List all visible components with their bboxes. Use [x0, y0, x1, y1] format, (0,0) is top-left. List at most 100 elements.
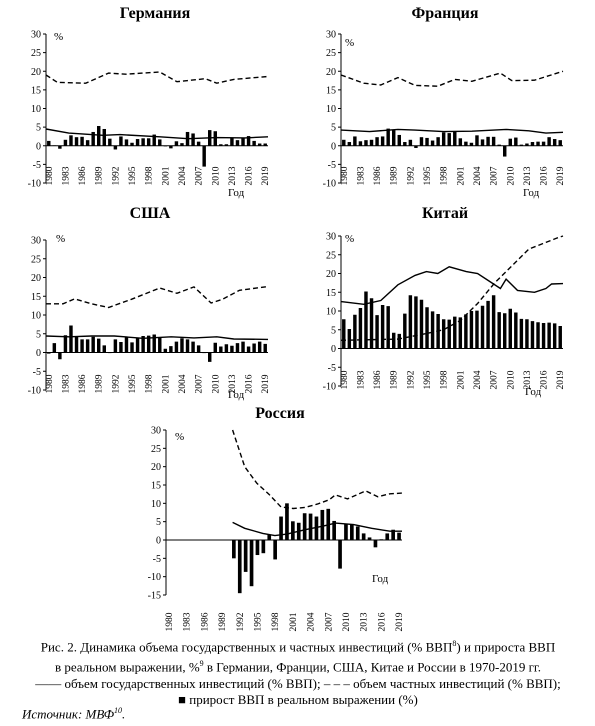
gdp-bar-2007 [491, 136, 496, 146]
gdp-bar-2018 [257, 143, 262, 146]
gdp-bar-2005 [314, 516, 319, 540]
gdp-bar-1985 [369, 139, 374, 146]
gdp-bar-1984 [69, 325, 73, 353]
gdp-bar-1988 [386, 128, 390, 146]
gdp-bar-1981 [52, 343, 57, 353]
chart-svg: Китай% -10 -5 0 5 10 15 20 25 30 1980 1983 1986 1989 1… [323, 205, 567, 398]
x-tick-label: 1998 [440, 166, 450, 185]
gdp-bar-2013 [230, 137, 234, 146]
x-tick-label: 1995 [423, 166, 433, 185]
gdp-bar-1994 [124, 337, 129, 353]
gdp-bar-2003 [302, 513, 307, 540]
x-tick-label: 2016 [540, 166, 550, 185]
y-tick-label: -10 [323, 179, 336, 190]
gdp-bar-1993 [119, 136, 123, 146]
gdp-bar-1993 [119, 342, 123, 353]
gdp-bar-1999 [279, 516, 283, 540]
gdp-bar-1995 [425, 137, 429, 146]
x-tick-label: 2007 [195, 166, 205, 185]
gdp-bar-1995 [130, 342, 134, 353]
gdp-bar-1982 [353, 136, 357, 146]
gdp-bar-1994 [419, 137, 424, 146]
y-tick-label: 20 [326, 67, 336, 78]
gdp-bar-2002 [464, 314, 468, 349]
gdp-bar-1991 [108, 352, 112, 354]
legend-gdp-growth: прирост ВВП в реальном выражении (%) [189, 692, 418, 708]
gdp-bar-2014 [235, 140, 240, 146]
y-tick-label: 5 [36, 329, 41, 340]
y-tick-label: 30 [326, 30, 336, 41]
gdp-bar-2014 [367, 537, 372, 540]
gdp-bar-2010 [213, 131, 217, 146]
gdp-bar-2011 [514, 137, 518, 146]
gdp-bar-2008 [202, 145, 206, 167]
source-note: Источник: МВФ10. [22, 706, 126, 722]
gdp-bar-1999 [152, 134, 156, 146]
gdp-bar-2015 [536, 322, 540, 349]
gdp-bar-2012 [224, 344, 229, 353]
x-tick-label: 1992 [406, 370, 416, 389]
gdp-bar-2015 [241, 341, 245, 353]
y-tick-label: -15 [148, 591, 161, 602]
x-tick-label: 2004 [473, 166, 483, 185]
gdp-bar-1986 [80, 339, 84, 353]
gdp-bar-2009 [338, 540, 342, 569]
y-tick-label: 15 [151, 481, 161, 492]
x-tick-label: 1986 [78, 166, 88, 185]
gdp-bar-1980 [47, 140, 51, 146]
gdp-bar-1991 [232, 540, 236, 559]
gdp-bar-1992 [408, 139, 413, 146]
gdp-bar-1987 [380, 136, 385, 146]
chart-title: Россия [255, 405, 305, 422]
gdp-bar-2012 [519, 318, 524, 349]
government-investment-line [45, 335, 269, 341]
gdp-bar-2017 [252, 140, 256, 146]
gdp-bar-2019 [558, 326, 562, 349]
gdp-bar-2012 [224, 144, 229, 146]
gdp-bar-2002 [169, 145, 173, 149]
gdp-bar-1987 [380, 305, 385, 349]
caption-legend-bars: ■ прирост ВВП в реальном выражении (%) [8, 692, 588, 709]
x-tick-label: 1986 [78, 374, 88, 393]
legend-bar-marker-icon: ■ [178, 692, 187, 708]
gdp-bar-1984 [69, 135, 73, 146]
gdp-bar-1997 [267, 534, 272, 540]
y-tick-label: 5 [156, 517, 161, 528]
y-tick-label: 30 [31, 30, 41, 41]
chart-panel-1: Германия% -10 -5 0 5 10 15 20 25 30 1980 1983 1986 19… [0, 2, 300, 202]
gdp-bar-1983 [63, 139, 68, 146]
gdp-bar-2016 [246, 136, 251, 146]
x-tick-label: 2013 [360, 612, 370, 631]
gdp-bar-2013 [525, 319, 529, 349]
gdp-bar-1982 [58, 352, 62, 360]
gdp-bar-2018 [552, 139, 557, 146]
gdp-bar-2007 [491, 295, 496, 349]
gdp-bar-2000 [158, 139, 162, 146]
y-tick-label: 0 [156, 536, 161, 547]
gdp-bar-2016 [246, 346, 251, 353]
gdp-bar-2008 [497, 144, 501, 146]
x-tick-label: 2004 [178, 166, 188, 185]
x-tick-label: 1983 [183, 612, 193, 631]
gdp-bar-2002 [464, 141, 468, 146]
gdp-bar-2016 [379, 539, 384, 540]
gdp-bar-2005 [480, 305, 485, 349]
y-tick-label: 5 [331, 325, 336, 336]
unit-label: % [345, 233, 354, 245]
gdp-bar-2014 [530, 142, 535, 146]
gdp-bar-1989 [97, 126, 101, 146]
figure-caption: Рис. 2. Динамика объема государственных … [8, 636, 588, 709]
gdp-bar-2009 [503, 145, 507, 157]
gdp-bar-1991 [108, 138, 112, 146]
x-tick-label: 2010 [506, 370, 516, 389]
gdp-bar-2011 [350, 524, 354, 540]
gdp-bar-1996 [430, 311, 435, 349]
government-investment-line [340, 128, 564, 134]
unit-label: % [175, 431, 184, 443]
gdp-bar-1999 [152, 334, 156, 353]
gdp-bar-2014 [235, 343, 240, 353]
x-tick-label: 2007 [490, 166, 500, 185]
x-tick-label: 2004 [307, 612, 317, 631]
gdp-bar-1984 [364, 140, 368, 146]
gdp-bar-2006 [320, 509, 325, 540]
